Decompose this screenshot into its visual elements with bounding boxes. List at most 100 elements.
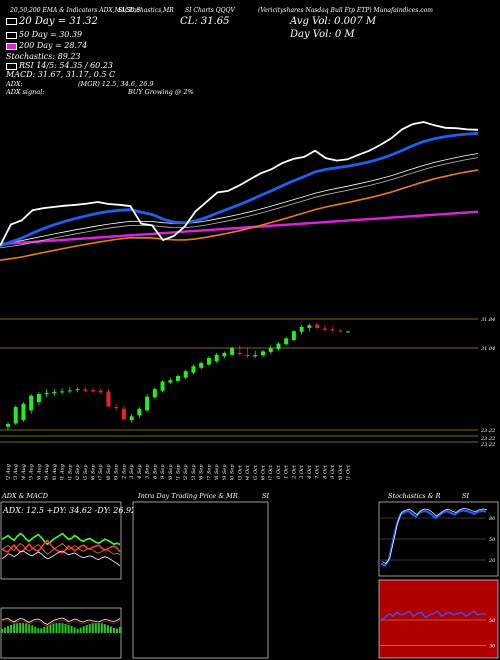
candle-body (21, 403, 26, 421)
candlestick-series (6, 322, 350, 430)
date-tick-label: 23 Aug (13, 464, 19, 480)
candle-body (299, 326, 304, 332)
date-tick-label: 30 Sep (230, 464, 236, 480)
price-tick-label: 23.22 (480, 436, 495, 442)
adx-series-line (1, 550, 121, 567)
date-tick-label: 06 Sep (91, 464, 97, 480)
candle-body (191, 366, 196, 373)
price-tick-label: 23.22 (480, 428, 495, 434)
candle-body (52, 392, 57, 394)
candle-body (276, 343, 281, 349)
candle-body (168, 380, 173, 383)
rsi-tick-label: 30 (489, 643, 496, 649)
date-tick-label: 11 Oct (284, 464, 290, 480)
macd-histogram-bar (37, 628, 40, 633)
ema20-swatch (6, 18, 17, 25)
macd-histogram-bar (103, 624, 106, 633)
candle-body (83, 389, 88, 391)
date-tick-label: 03 Oct (237, 464, 243, 480)
macd-histogram-bar (73, 627, 76, 633)
date-tick-label: 05 Oct (253, 464, 259, 480)
macd-histogram-bar (43, 626, 46, 633)
date-tick-label: 04 Oct (245, 464, 251, 480)
macd-histogram-bar (76, 628, 79, 633)
date-tick-label: 22 Sep (183, 464, 189, 480)
date-tick-label: 29 Aug (44, 464, 50, 480)
adx-readout: ADX: (6, 80, 23, 88)
macd-histogram-bar (70, 625, 73, 633)
intra-panel-title: Intra Day Trading Price & MR (138, 492, 238, 500)
macd-histogram-bar (31, 625, 34, 633)
macd-histogram-bar (34, 626, 37, 633)
close-price-line (0, 121, 479, 247)
date-tick-label: 09 Sep (114, 464, 120, 480)
date-tick-label: 25 Aug (29, 464, 35, 480)
date-tick-label: 19 Sep (160, 464, 166, 480)
stoch-tick-label: 50 (489, 537, 496, 543)
candle-body (106, 391, 111, 407)
candle-body (29, 395, 34, 411)
date-tick-label: 10 Oct (276, 464, 282, 480)
rsi-panel-frame (378, 579, 499, 659)
date-tick-label: 01 Sep (67, 464, 73, 480)
date-tick-label: 24 Aug (21, 464, 27, 480)
header-title-2: SI,Stochastics,MR (118, 7, 174, 14)
date-tick-label: 14 Sep (137, 464, 143, 480)
moving-average-lines (0, 121, 479, 261)
macd-histogram-bar (100, 623, 103, 633)
macd-histogram-bar (19, 623, 22, 633)
macd-histogram-bar (58, 623, 61, 633)
macd-histogram-bar (55, 623, 58, 633)
date-tick-label: 07 Sep (98, 464, 104, 480)
candle-body (114, 407, 119, 409)
buy-signal: BUY Growing @ 2% (128, 88, 194, 96)
macd-histogram-bar (94, 623, 97, 633)
macd-histogram-bar (67, 624, 70, 633)
rsi-swatch (6, 62, 17, 70)
adx-series-line (1, 532, 121, 546)
candle-body (338, 330, 343, 332)
candle-body (307, 325, 312, 328)
candle-body (137, 408, 142, 416)
candle-body (60, 391, 65, 393)
date-tick-label: 20 Sep (168, 464, 174, 480)
stoch-tick-label: 20 (488, 558, 496, 564)
candle-body (291, 331, 296, 340)
adx-lines (1, 532, 121, 567)
macd-lines (1, 617, 121, 633)
candle-body (152, 389, 157, 398)
adx-panel-title: ADX & MACD (2, 492, 48, 500)
date-tick-label: 08 Sep (106, 464, 112, 480)
rsi-readout: RSI 14/5: 54.35 / 60.23 (6, 61, 113, 70)
candle-body (322, 328, 327, 330)
candle-body (129, 416, 134, 421)
date-tick-label: 30 Aug (52, 464, 58, 480)
date-tick-label: 12 Sep (121, 464, 127, 480)
ema50-band-upper (0, 153, 479, 245)
rsi-line (380, 610, 487, 621)
candle-body (245, 354, 250, 357)
ema50-label: 50 Day = 30.39 (6, 30, 82, 39)
macd-histogram-bar (28, 624, 31, 633)
date-tick-label: 29 Sep (222, 464, 228, 480)
candle-body (222, 353, 227, 357)
date-tick-label: 18 Oct (322, 464, 328, 480)
date-tick-label: 22 Aug (6, 464, 12, 480)
date-tick-label: 14 Oct (307, 464, 313, 480)
macd-histogram-bar (112, 627, 115, 633)
date-tick-label: 31 Aug (60, 464, 66, 480)
adx-values-readout: ADX: 12.5 +DY: 34.62 -DY: 26.92 (2, 506, 136, 515)
candle-body (284, 338, 289, 345)
macd-histogram-bar (61, 623, 64, 633)
intra-panel-si: SI (262, 492, 270, 500)
date-axis: 22 Aug 23 Aug 24 Aug 25 Aug 26 Aug 29 Aug 30 A… (6, 464, 352, 480)
date-tick-label: 05 Sep (83, 464, 89, 480)
macd-histogram-bar (97, 623, 100, 633)
macd-histogram-bar (4, 627, 7, 633)
date-tick-label: 19 Oct (330, 464, 336, 480)
macd-histogram-bar (85, 625, 88, 633)
date-tick-label: 06 Oct (261, 464, 267, 480)
candle-body (199, 362, 204, 368)
macd-histogram-bar (88, 624, 91, 633)
